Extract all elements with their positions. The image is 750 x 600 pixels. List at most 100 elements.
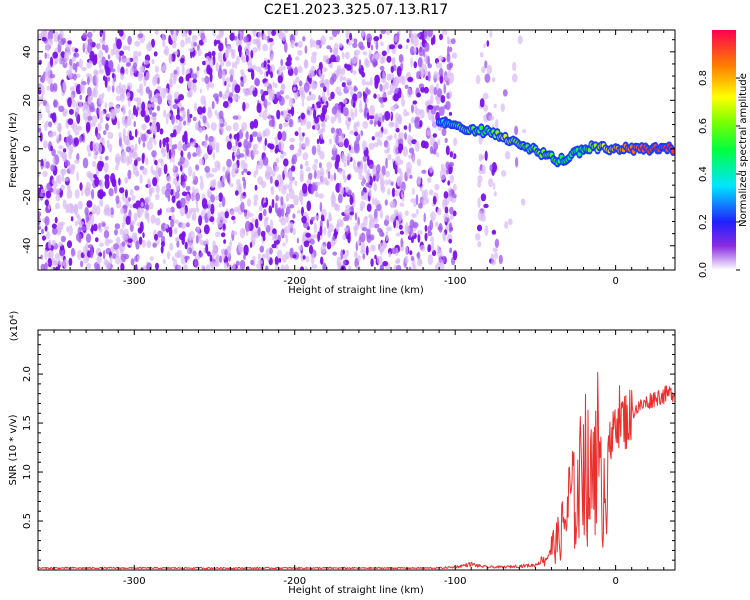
noise-blob [67,71,73,79]
noise-blob [142,141,146,148]
noise-blob [40,254,43,260]
noise-blob [217,179,223,189]
noise-blob [416,253,420,258]
noise-blob [60,184,65,191]
noise-blob [416,92,422,98]
noise-blob [394,133,397,140]
noise-blob [243,74,247,84]
noise-blob [375,40,379,50]
noise-blob [222,223,226,230]
noise-blob [417,230,423,236]
noise-blob [317,231,320,243]
noise-blob [110,173,116,184]
noise-blob [330,91,335,100]
noise-blob [366,33,372,43]
noise-blob [393,209,399,217]
noise-blob [363,162,367,173]
noise-blob [404,255,409,265]
noise-blob [64,160,71,167]
noise-blob [261,110,268,121]
noise-blob [437,138,441,146]
noise-blob [198,127,203,134]
noise-blob [131,195,136,201]
noise-blob [170,72,174,79]
noise-blob [160,146,165,154]
noise-blob [41,235,47,241]
noise-blob [453,137,458,146]
noise-blob [335,134,340,146]
noise-blob [404,84,409,90]
noise-blob [45,190,52,199]
noise-blob [246,55,249,63]
noise-blob [267,88,271,94]
noise-blob [394,34,398,43]
noise-blob [341,82,346,88]
noise-blob [172,103,179,110]
noise-blob [378,97,383,103]
noise-blob [139,66,145,72]
noise-blob [376,255,383,265]
noise-blob [119,228,124,235]
noise-blob [252,30,257,37]
noise-blob [303,240,310,248]
noise-blob [445,169,449,175]
noise-blob [293,194,299,206]
noise-blob [381,93,388,98]
noise-blob [331,106,338,115]
noise-blob [395,219,399,229]
noise-blob [379,264,384,270]
noise-blob [127,169,132,180]
noise-blob [369,217,373,225]
noise-blob [426,129,431,136]
noise-blob [289,177,294,184]
noise-blob [337,128,343,137]
noise-blob [242,176,245,182]
noise-blob [201,198,208,209]
noise-blob [91,224,94,235]
noise-blob [58,133,62,142]
noise-blob [305,136,310,147]
noise-blob [192,250,197,257]
noise-blob [127,155,133,165]
noise-blob [378,112,383,123]
noise-blob [173,172,179,178]
noise-blob [68,164,75,171]
noise-blob [312,103,315,109]
noise-blob [167,95,172,105]
noise-blob [292,213,296,219]
noise-blob [227,166,230,173]
noise-blob [386,55,392,63]
noise-blob [217,68,223,80]
noise-blob [207,106,212,114]
noise-blob [412,187,415,196]
noise-blob [389,200,396,209]
noise-blob [353,251,358,259]
noise-blob [381,232,385,237]
noise-blob [354,131,358,137]
noise-blob [177,264,182,270]
noise-blob [449,247,453,254]
noise-blob [297,65,303,74]
noise-blob [302,36,306,42]
noise-blob [188,47,194,53]
noise-blob [52,227,58,236]
noise-blob [47,30,53,41]
noise-blob [164,189,171,198]
noise-blob [83,255,89,264]
noise-blob [101,222,106,227]
noise-blob [326,45,332,50]
noise-blob [169,78,174,88]
noise-blob [326,161,333,170]
noise-blob [483,43,486,48]
noise-blob [328,211,332,222]
noise-blob [76,171,79,182]
noise-blob [45,161,50,169]
noise-blob [115,249,120,258]
noise-blob [302,183,308,194]
noise-blob [275,157,280,164]
noise-blob [102,75,106,81]
noise-blob [349,32,353,41]
noise-blob [243,36,249,43]
noise-blob [258,205,263,212]
